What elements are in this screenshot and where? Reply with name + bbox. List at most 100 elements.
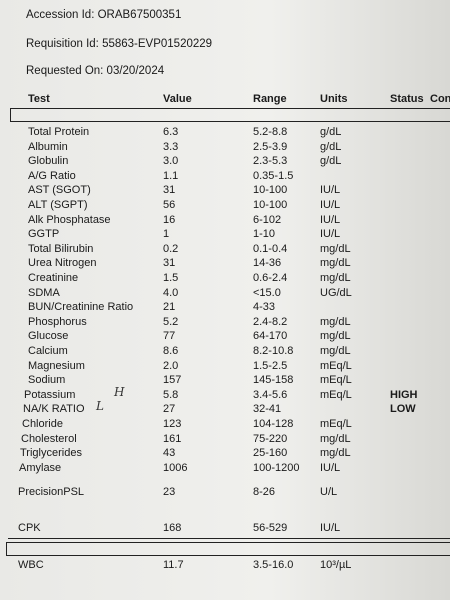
cell-units: IU/L bbox=[320, 522, 341, 534]
cell-units: g/dL bbox=[320, 155, 342, 168]
cell-range: 4-33 bbox=[253, 301, 276, 314]
cell-value: 77 bbox=[163, 330, 176, 343]
cell-range: 2.4-8.2 bbox=[253, 315, 288, 328]
cell-value: 5.2 bbox=[163, 315, 179, 328]
cell-units: IU/L bbox=[320, 228, 341, 241]
cell-test: Chloride bbox=[22, 418, 63, 430]
column-header: Status bbox=[390, 93, 424, 105]
cell-test: WBC bbox=[18, 559, 44, 571]
cell-range: 1.5-2.5 bbox=[253, 359, 288, 372]
cell-range: 8-26 bbox=[253, 486, 276, 498]
cell-test: ALT (SGPT) bbox=[28, 199, 88, 211]
cell-units: U/L bbox=[320, 486, 338, 498]
cell-units: IU/L bbox=[320, 199, 341, 211]
cell-value: 1.5 bbox=[163, 272, 179, 284]
cell-value: 31 bbox=[163, 184, 176, 197]
cell-test: CPK bbox=[18, 522, 41, 534]
cell-range: 5.2-8.8 bbox=[253, 126, 288, 138]
cell-units: mg/dL bbox=[320, 272, 351, 284]
cell-range: 2.3-5.3 bbox=[253, 155, 288, 168]
cell-range: 8.2-10.8 bbox=[253, 345, 294, 357]
cell-range: 25-160 bbox=[253, 447, 288, 460]
cell-range: 10-100 bbox=[253, 199, 288, 211]
cell-value: 5.8 bbox=[163, 388, 179, 401]
cell-value: 157 bbox=[163, 374, 182, 387]
cell-test: Total Protein bbox=[28, 126, 90, 138]
cell-range: 56-529 bbox=[253, 522, 288, 534]
cell-value: 1 bbox=[163, 228, 170, 241]
cell-test: Potassium bbox=[24, 388, 76, 401]
cell-units: mg/dL bbox=[320, 345, 351, 357]
cell-test: A/G Ratio bbox=[28, 169, 76, 182]
cell-units: IU/L bbox=[320, 461, 341, 474]
status-flag: LOW bbox=[390, 403, 416, 416]
cell-test: Cholesterol bbox=[21, 432, 77, 445]
cell-test: Urea Nitrogen bbox=[28, 257, 97, 270]
cell-value: 21 bbox=[163, 301, 176, 314]
cell-value: 31 bbox=[163, 257, 176, 270]
cell-test: Sodium bbox=[28, 374, 66, 387]
cell-units: mg/dL bbox=[320, 315, 351, 328]
cell-units: mg/dL bbox=[320, 447, 351, 460]
cell-value: 27 bbox=[163, 403, 176, 416]
header-box bbox=[10, 108, 450, 122]
cell-range: 0.1-0.4 bbox=[253, 242, 288, 255]
cell-test: NA/K RATIO bbox=[23, 403, 85, 416]
cell-test: Calcium bbox=[28, 345, 68, 357]
cell-units: g/dL bbox=[320, 126, 342, 138]
cell-range: 3.5-16.0 bbox=[253, 559, 294, 571]
cell-units: mg/dL bbox=[320, 432, 351, 445]
cell-value: 168 bbox=[163, 522, 182, 534]
cell-units: mEq/L bbox=[320, 418, 352, 430]
accession-id: Accession Id: ORAB67500351 bbox=[26, 9, 182, 21]
cell-units: mEq/L bbox=[320, 359, 352, 372]
cell-units: 10³/µL bbox=[320, 559, 352, 571]
cell-test: GGTP bbox=[28, 228, 60, 241]
cell-test: Glucose bbox=[28, 330, 69, 343]
column-header: Test bbox=[28, 93, 50, 105]
cell-test: Magnesium bbox=[28, 359, 85, 372]
cell-test: Alk Phosphatase bbox=[28, 213, 111, 226]
cell-units: mg/dL bbox=[320, 257, 351, 270]
wbc-box bbox=[6, 542, 450, 556]
handwritten-note: H bbox=[114, 384, 125, 399]
cell-value: 23 bbox=[163, 486, 176, 498]
cell-test: PrecisionPSL bbox=[18, 486, 85, 498]
cell-test: Amylase bbox=[19, 461, 62, 474]
cell-units: g/dL bbox=[320, 140, 342, 153]
cell-value: 161 bbox=[163, 432, 182, 445]
cell-value: 3.3 bbox=[163, 140, 179, 153]
cell-units: mEq/L bbox=[320, 388, 352, 401]
column-header: Range bbox=[253, 93, 287, 105]
cell-value: 8.6 bbox=[163, 345, 179, 357]
cell-units: mEq/L bbox=[320, 374, 352, 387]
column-header: Units bbox=[320, 93, 348, 105]
cell-units: IU/L bbox=[320, 184, 341, 197]
cell-range: 104-128 bbox=[253, 418, 294, 430]
cell-value: 56 bbox=[163, 199, 176, 211]
handwritten-note: L bbox=[96, 399, 104, 414]
cell-value: 43 bbox=[163, 447, 176, 460]
cell-test: Triglycerides bbox=[20, 447, 82, 460]
cell-range: 32-41 bbox=[253, 403, 282, 416]
cell-value: 2.0 bbox=[163, 359, 179, 372]
cell-test: Globulin bbox=[28, 155, 69, 168]
cell-test: Albumin bbox=[28, 140, 68, 153]
cell-test: Total Bilirubin bbox=[28, 242, 94, 255]
cell-units: IU/L bbox=[320, 213, 341, 226]
cell-range: 10-100 bbox=[253, 184, 288, 197]
cell-test: BUN/Creatinine Ratio bbox=[28, 301, 134, 314]
cell-range: 0.6-2.4 bbox=[253, 272, 288, 284]
cell-range: 75-220 bbox=[253, 432, 288, 445]
cell-range: 100-1200 bbox=[253, 461, 300, 474]
cell-range: 0.35-1.5 bbox=[253, 169, 294, 182]
cell-range: 3.4-5.6 bbox=[253, 388, 288, 401]
column-header: Con bbox=[430, 93, 450, 105]
cell-value: 11.7 bbox=[163, 559, 184, 571]
cell-value: 1.1 bbox=[163, 169, 179, 182]
requisition-id: Requisition Id: 55863-EVP01520229 bbox=[26, 38, 213, 50]
cell-value: 0.2 bbox=[163, 242, 179, 255]
cell-range: 1-10 bbox=[253, 228, 276, 241]
divider bbox=[8, 538, 450, 539]
